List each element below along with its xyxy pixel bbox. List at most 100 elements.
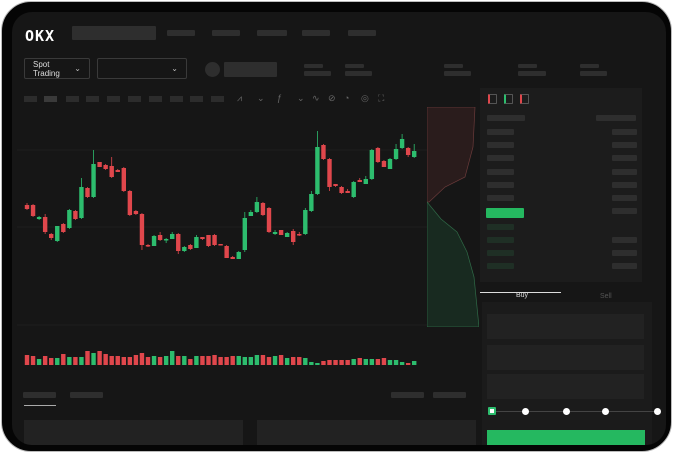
chart-type-icon[interactable]: ⌄ — [257, 93, 265, 103]
orderbook-bids-icon[interactable] — [504, 94, 513, 104]
bottom-action[interactable] — [433, 392, 466, 398]
price-input[interactable] — [487, 314, 644, 339]
total-input[interactable] — [487, 374, 644, 399]
timeframe-button[interactable] — [44, 96, 57, 102]
volume-bar — [224, 357, 229, 365]
timeframe-button[interactable] — [170, 96, 183, 102]
nav-item[interactable] — [302, 30, 330, 36]
line-tool-icon[interactable]: ∿ — [312, 93, 320, 103]
volume-bar — [381, 358, 387, 365]
volume-bar — [157, 357, 163, 365]
candle — [297, 234, 302, 236]
volume-bar — [339, 360, 344, 365]
chevron-down-icon: ⌄ — [171, 64, 178, 73]
candle — [103, 165, 108, 169]
ask-price — [487, 129, 514, 135]
ask-price — [487, 142, 514, 148]
pair-select[interactable]: ⌄ — [97, 58, 187, 79]
slider-step-100[interactable] — [654, 408, 661, 415]
slider-step-25[interactable] — [522, 408, 529, 415]
candle — [345, 191, 350, 193]
search-bar[interactable] — [72, 26, 156, 40]
amount-slider-track[interactable] — [492, 411, 657, 412]
fullscreen-icon[interactable]: ⛶ — [378, 93, 385, 103]
pair-price — [224, 62, 277, 77]
candle — [24, 205, 30, 209]
buy-button[interactable] — [487, 430, 645, 445]
timeframe-button[interactable] — [66, 96, 79, 102]
timeframe-button[interactable] — [149, 96, 162, 102]
bottom-action[interactable] — [391, 392, 424, 398]
candle — [278, 230, 284, 235]
depth-bids — [427, 201, 479, 327]
timeframe-button[interactable] — [190, 96, 203, 102]
chevron-down-icon[interactable]: ⌄ — [297, 93, 305, 103]
slider-step-75[interactable] — [602, 408, 609, 415]
candle — [321, 145, 326, 159]
nav-item[interactable] — [167, 30, 195, 36]
amount-slider-handle[interactable] — [488, 407, 496, 415]
candle — [399, 139, 405, 148]
trade-tab-underline — [480, 292, 561, 293]
bottom-tab-open-orders[interactable] — [23, 392, 56, 398]
tab-buy[interactable]: Buy — [516, 292, 529, 299]
candle — [412, 151, 417, 157]
screen: OKX Spot Trading ⌄ ⌄ ⩘ ⌄ ƒ ⌄ ∿ ⊘ ◔ ◎ ⛶ B… — [12, 12, 666, 445]
orderbook-asks-icon[interactable] — [520, 94, 529, 104]
bid-amount — [612, 263, 637, 269]
volume-bar — [363, 359, 368, 365]
volume-bar — [297, 357, 302, 365]
timeframe-button[interactable] — [128, 96, 141, 102]
candle — [200, 237, 205, 239]
settings-icon[interactable]: ◎ — [361, 93, 369, 103]
orderbook-both-icon[interactable] — [488, 94, 497, 104]
bid-price — [487, 250, 514, 256]
tab-sell[interactable]: Sell — [600, 293, 612, 300]
stat-label — [444, 64, 463, 68]
nav-item[interactable] — [212, 30, 240, 36]
timeframe-button[interactable] — [211, 96, 224, 102]
timeframe-button[interactable] — [24, 96, 37, 102]
stat-label — [580, 64, 599, 68]
volume-bar — [55, 358, 60, 365]
nav-item[interactable] — [348, 30, 376, 36]
volume-bar — [139, 353, 145, 365]
fx-icon[interactable]: ƒ — [277, 93, 283, 103]
timeframe-button[interactable] — [107, 96, 120, 102]
candle — [55, 226, 60, 241]
indicator-icon[interactable]: ⩘ — [237, 93, 243, 103]
candle — [91, 164, 96, 197]
stat-value — [345, 71, 372, 76]
volume-bar — [97, 351, 102, 365]
volume-bar — [236, 356, 241, 365]
volume-bar — [254, 355, 260, 365]
trading-mode-select[interactable]: Spot Trading ⌄ — [24, 58, 90, 79]
bottom-tab-history[interactable] — [70, 392, 103, 398]
volume-bar — [79, 357, 84, 365]
bottom-card — [24, 420, 243, 445]
volume-bar — [405, 363, 411, 365]
candle — [127, 191, 133, 215]
candlestick-chart[interactable] — [12, 12, 482, 392]
slider-step-50[interactable] — [563, 408, 570, 415]
volume-bar — [145, 357, 151, 365]
volume-bar — [73, 357, 78, 365]
timeframe-button[interactable] — [86, 96, 99, 102]
candle — [85, 188, 90, 197]
nav-item[interactable] — [257, 30, 287, 36]
candle — [170, 234, 175, 239]
volume-bar — [115, 356, 120, 365]
camera-icon[interactable]: ◔ — [344, 93, 350, 103]
candle — [309, 194, 314, 211]
candle — [49, 234, 54, 238]
volume-bar — [387, 360, 393, 365]
candle — [405, 148, 411, 155]
ruler-icon[interactable]: ⊘ — [328, 93, 336, 103]
volume-bar — [412, 361, 417, 365]
candle — [260, 203, 266, 215]
candle — [73, 211, 78, 219]
amount-input[interactable] — [487, 345, 644, 370]
volume-bar — [85, 351, 90, 365]
candle — [61, 224, 66, 232]
candle — [157, 235, 163, 240]
